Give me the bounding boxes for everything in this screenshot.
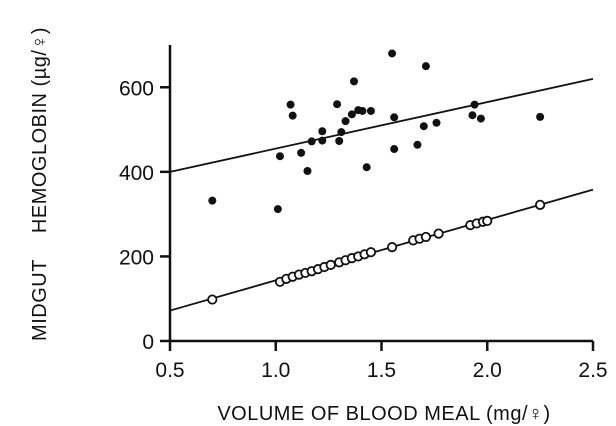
filled-circle-point bbox=[347, 110, 356, 119]
filled-circle-point bbox=[390, 113, 399, 122]
open-circle-point bbox=[420, 231, 432, 243]
filled-circle-point bbox=[366, 106, 375, 115]
filled-circle-point bbox=[208, 196, 217, 205]
x-tick-label: 1.0 bbox=[261, 359, 290, 382]
x-axis-title: VOLUME OF BLOOD MEAL (mg/♀) bbox=[217, 403, 550, 425]
filled-circle-point bbox=[390, 145, 399, 154]
filled-circle-point bbox=[388, 49, 397, 58]
filled-circle-point bbox=[536, 112, 545, 121]
trendline-series-2 bbox=[169, 188, 594, 312]
open-circle-point bbox=[535, 199, 546, 210]
y-tick-label: 400 bbox=[119, 162, 154, 185]
filled-circle-point bbox=[421, 62, 430, 71]
open-circle-point bbox=[482, 215, 493, 227]
filled-circle-point bbox=[413, 140, 422, 149]
y-tick-label: 600 bbox=[119, 77, 154, 100]
filled-circle-point bbox=[303, 167, 312, 176]
x-tick-label: 2.5 bbox=[578, 359, 607, 382]
filled-circle-point bbox=[419, 122, 428, 131]
axes bbox=[160, 45, 595, 351]
filled-circle-point bbox=[288, 111, 297, 120]
open-circle-point bbox=[365, 247, 377, 258]
filled-circle-point bbox=[350, 77, 359, 86]
filled-circle-point bbox=[362, 163, 371, 172]
x-tick-label: 1.5 bbox=[367, 359, 396, 382]
y-axis-title-right: HEMOGLOBIN (µg/♀) bbox=[29, 27, 51, 233]
filled-circle-point bbox=[318, 127, 327, 136]
filled-circle-point bbox=[358, 106, 367, 115]
filled-circle-point bbox=[307, 137, 316, 146]
filled-circle-point bbox=[286, 100, 295, 109]
x-tick-label: 2.0 bbox=[473, 359, 502, 382]
filled-circle-point bbox=[275, 152, 284, 161]
open-circle-point bbox=[207, 294, 218, 305]
trendlines bbox=[169, 77, 594, 312]
y-axis-title-left: MIDGUT bbox=[29, 259, 51, 341]
open-circle-point bbox=[325, 259, 336, 270]
filled-circle-point bbox=[432, 118, 441, 127]
filled-circle-point bbox=[341, 117, 350, 126]
data-points bbox=[207, 49, 546, 305]
filled-circle-point bbox=[335, 136, 344, 145]
filled-circle-point bbox=[468, 111, 477, 120]
y-tick-label: 200 bbox=[119, 246, 154, 269]
filled-circle-point bbox=[470, 100, 479, 109]
filled-circle-point bbox=[273, 205, 282, 214]
y-tick-label: 0 bbox=[142, 331, 154, 354]
filled-circle-point bbox=[333, 100, 342, 109]
filled-circle-point bbox=[297, 148, 306, 157]
open-circle-point bbox=[433, 228, 444, 239]
tick-labels: 0.5 1.0 1.5 2.0 2.5 0 200 400 600 bbox=[119, 77, 608, 382]
open-circle-point bbox=[386, 242, 398, 253]
x-tick-label: 0.5 bbox=[155, 359, 184, 382]
trendline-series-1 bbox=[169, 77, 594, 173]
filled-circle-point bbox=[476, 114, 485, 123]
filled-circle-point bbox=[337, 128, 346, 137]
filled-circle-point bbox=[318, 136, 327, 145]
